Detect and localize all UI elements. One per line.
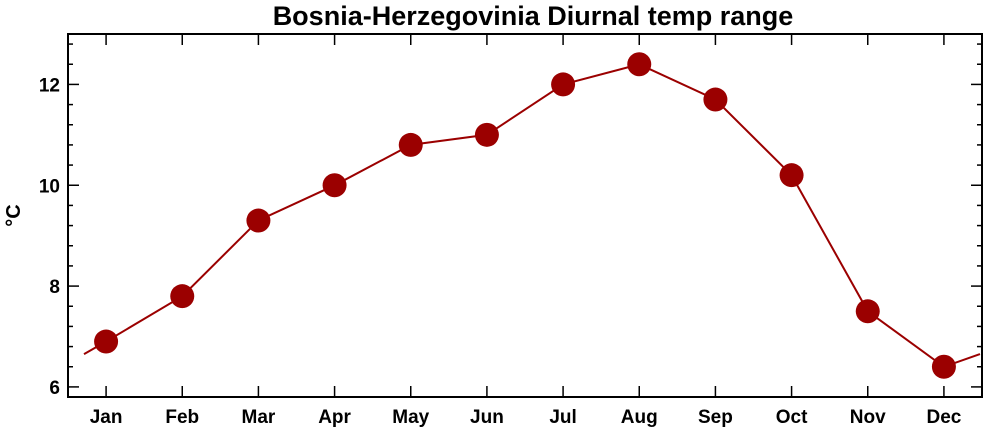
- x-tick-label: May: [392, 407, 429, 428]
- y-tick-labels: 6 8 10 12: [39, 75, 60, 399]
- x-tick-label: Aug: [621, 407, 658, 428]
- data-point-jan: [94, 329, 119, 354]
- data-point-may: [398, 132, 423, 157]
- x-tick-labels: Jan Feb Mar Apr May Jun Jul Aug Sep Oct Nov Dec: [90, 407, 962, 428]
- data-points: [94, 52, 956, 379]
- data-point-sep: [703, 87, 728, 112]
- y-tick-label: 8: [49, 277, 60, 298]
- x-tick-label: Feb: [165, 407, 199, 428]
- chart-title: Bosnia-Herzegovinia Diurnal temp range: [272, 1, 794, 31]
- x-tick-label: Dec: [926, 407, 961, 428]
- x-tick-label: Oct: [776, 407, 808, 428]
- data-point-feb: [170, 284, 195, 309]
- y-tick-label: 6: [49, 378, 60, 399]
- data-point-oct: [779, 163, 804, 188]
- plot-frame: [67, 33, 983, 398]
- data-point-jul: [551, 72, 576, 97]
- x-tick-label: Mar: [242, 407, 276, 428]
- x-tick-label: Sep: [698, 407, 733, 428]
- series-line: [83, 63, 981, 368]
- data-point-dec: [931, 354, 956, 379]
- y-tick-label: 12: [39, 75, 60, 96]
- y-tick-label: 10: [39, 176, 60, 197]
- data-point-apr: [322, 173, 347, 198]
- x-tick-label: Nov: [850, 407, 886, 428]
- data-point-jun: [474, 122, 499, 147]
- data-point-mar: [246, 208, 271, 233]
- y-axis-label: °C: [3, 204, 25, 226]
- x-tick-label: Jan: [90, 407, 123, 428]
- x-tick-label: Apr: [318, 407, 351, 428]
- x-tick-label: Jul: [549, 407, 576, 428]
- data-point-aug: [627, 52, 652, 77]
- data-point-nov: [855, 299, 880, 324]
- axis-ticks: [68, 34, 982, 397]
- x-tick-label: Jun: [470, 407, 504, 428]
